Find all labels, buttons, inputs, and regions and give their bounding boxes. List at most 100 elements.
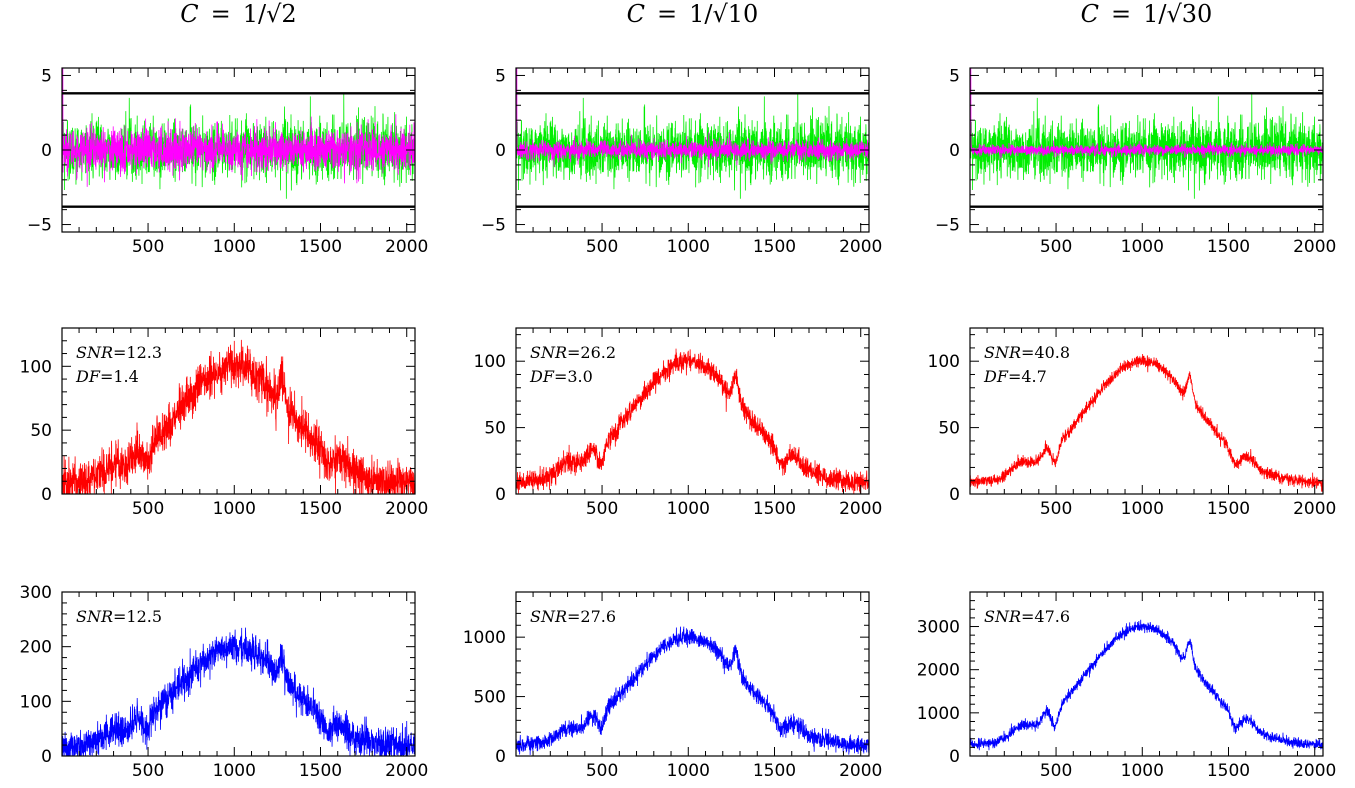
y-tick-label: 300 — [20, 583, 52, 603]
annotation-snr: SNR=47.6 — [984, 607, 1070, 626]
y-tick-label: 1000 — [463, 628, 506, 648]
y-tick-label: 50 — [484, 419, 506, 439]
plot-area — [970, 68, 1323, 208]
panel-r3-c2: 500 1000 1500 2000 0 500 1000 SNR=27.6 — [463, 591, 882, 781]
y-tick-label: 500 — [474, 688, 506, 708]
x-tick-label: 1500 — [299, 237, 342, 257]
x-tick-label: 500 — [1040, 761, 1072, 781]
y-tick-label: 50 — [938, 419, 960, 439]
annotation-snr: SNR=12.3 — [76, 343, 162, 362]
annotation-df: DF=3.0 — [529, 367, 593, 386]
x-tick-label: 1000 — [213, 761, 256, 781]
annotation-snr: SNR=40.8 — [984, 343, 1070, 362]
x-tick-label: 1000 — [667, 761, 710, 781]
y-tick-label: 5 — [495, 66, 506, 86]
y-tick-label: 100 — [20, 692, 52, 712]
x-tick-label: 2000 — [385, 761, 428, 781]
y-tick-label: 5 — [41, 66, 52, 86]
panel-r2-c3: 500 1000 1500 2000 0 50 100 SNR=40.8 DF=4.7 — [928, 327, 1336, 519]
y-tick-label: 0 — [949, 747, 960, 767]
x-tick-label: 2000 — [385, 237, 428, 257]
x-tick-label: 1500 — [753, 499, 796, 519]
x-tick-label: 500 — [132, 237, 164, 257]
y-tick-label: 0 — [949, 485, 960, 505]
plot-area — [516, 68, 869, 208]
x-tick-label: 2000 — [839, 499, 882, 519]
annotation-snr: SNR=12.5 — [76, 607, 162, 626]
panel-r3-c3: 500 1000 1500 2000 0 1000 2000 3000 SNR=47.6 — [917, 591, 1336, 781]
y-tick-label: 5 — [949, 66, 960, 86]
x-tick-label: 2000 — [1293, 237, 1336, 257]
x-tick-label: 1000 — [667, 499, 710, 519]
y-tick-label: 0 — [41, 141, 52, 161]
y-tick-label: 100 — [20, 357, 52, 377]
x-tick-label: 500 — [132, 499, 164, 519]
series-magenta-noise — [516, 68, 869, 168]
annotation-df: DF=1.4 — [75, 367, 139, 386]
y-tick-label: 0 — [495, 747, 506, 767]
y-tick-label: 0 — [495, 141, 506, 161]
x-tick-label: 2000 — [385, 499, 428, 519]
plot-area — [970, 619, 1323, 751]
x-tick-label: 500 — [586, 499, 618, 519]
annotation-snr: SNR=26.2 — [530, 343, 616, 362]
y-tick-label: 0 — [949, 141, 960, 161]
series-blue-spectrum — [516, 626, 869, 755]
axes-frame — [61, 327, 416, 495]
axes-frame — [515, 327, 870, 495]
x-tick-label: 1500 — [299, 499, 342, 519]
x-tick-label: 1500 — [299, 761, 342, 781]
x-tick-label: 2000 — [1293, 499, 1336, 519]
y-tick-label: 100 — [928, 352, 960, 372]
x-tick-label: 2000 — [839, 237, 882, 257]
x-tick-label: 1500 — [753, 237, 796, 257]
series-red-spectrum — [516, 348, 869, 494]
column-title-1: C = 1/√2 — [180, 0, 296, 28]
x-tick-label: 2000 — [1293, 761, 1336, 781]
plot-area — [62, 339, 415, 494]
axes-frame — [61, 591, 416, 757]
axes-frame — [969, 327, 1324, 495]
x-tick-label: 500 — [1040, 237, 1072, 257]
plot-area — [970, 354, 1323, 492]
x-tick-label: 1000 — [213, 499, 256, 519]
y-tick-label: 0 — [41, 485, 52, 505]
y-tick-label: −5 — [481, 216, 506, 236]
panel-r1-c3: 500 1000 1500 2000 −5 0 5 — [935, 66, 1336, 257]
column-title-3: C = 1/√30 — [1081, 0, 1213, 28]
x-tick-label: 500 — [132, 761, 164, 781]
plot-area — [516, 348, 869, 494]
y-tick-label: −5 — [935, 216, 960, 236]
panel-r3-c1: 500 1000 1500 2000 0 100 200 300 SNR=12.5 — [20, 583, 429, 781]
annotation-snr: SNR=27.6 — [530, 607, 616, 626]
x-tick-label: 500 — [586, 761, 618, 781]
x-tick-label: 1500 — [1207, 761, 1250, 781]
panel-r2-c1: 500 1000 1500 2000 0 50 100 SNR=12.3 DF=1.4 — [20, 327, 428, 519]
x-tick-label: 1000 — [1121, 761, 1164, 781]
series-blue-spectrum — [62, 627, 415, 756]
plot-area — [62, 68, 415, 208]
axes-frame — [969, 591, 1324, 757]
plot-area — [516, 626, 869, 755]
x-tick-label: 500 — [586, 237, 618, 257]
plot-area — [62, 627, 415, 756]
x-tick-label: 500 — [1040, 499, 1072, 519]
y-tick-label: −5 — [27, 216, 52, 236]
y-tick-label: 0 — [41, 747, 52, 767]
panel-r2-c2: 500 1000 1500 2000 0 50 100 SNR=26.2 DF=3.0 — [474, 327, 882, 519]
y-tick-label: 50 — [30, 421, 52, 441]
series-magenta-noise — [970, 68, 1323, 159]
axes-frame — [515, 591, 870, 757]
x-tick-label: 1000 — [1121, 237, 1164, 257]
column-titles: C = 1/√2 C = 1/√10 C = 1/√30 — [180, 0, 1212, 28]
panel-r1-c1: 500 1000 1500 2000 −5 0 5 — [27, 66, 428, 257]
y-tick-label: 200 — [20, 638, 52, 658]
y-tick-label: 3000 — [917, 618, 960, 638]
series-red-spectrum — [62, 339, 415, 494]
x-tick-label: 1000 — [667, 237, 710, 257]
x-tick-label: 2000 — [839, 761, 882, 781]
x-tick-label: 1500 — [1207, 237, 1250, 257]
y-tick-label: 1000 — [917, 704, 960, 724]
